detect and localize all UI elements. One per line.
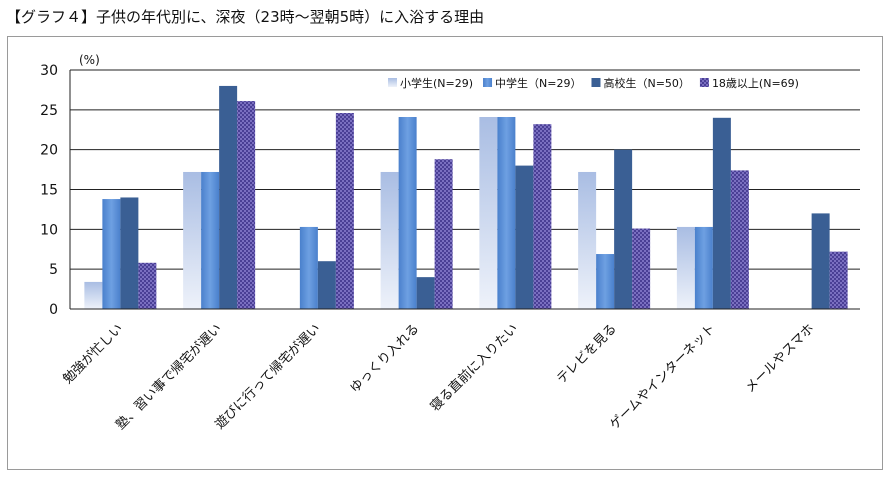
y-tick-label: 30 — [40, 63, 58, 79]
bar-0-6 — [676, 226, 695, 309]
legend-label: 高校生（N=50） — [603, 76, 689, 90]
bar-2-0 — [120, 197, 139, 309]
y-axis-unit: (%) — [79, 53, 100, 67]
bar-1-1 — [201, 171, 220, 309]
bar-2-6 — [712, 117, 731, 309]
bar-3-1 — [237, 101, 256, 309]
bar-3-7 — [829, 251, 848, 309]
x-category-label: 勉強が忙しい — [60, 321, 126, 387]
bar-1-3 — [398, 117, 417, 310]
legend-swatch — [388, 78, 397, 87]
bar-1-4 — [497, 117, 516, 310]
bar-3-3 — [434, 159, 453, 309]
x-category-label: 遊びに行って帰宅が遅い — [212, 321, 324, 433]
bar-2-4 — [515, 165, 534, 309]
legend-label: 18歳以上(N=69) — [712, 77, 799, 90]
bar-0-4 — [479, 117, 498, 310]
bar-0-3 — [380, 171, 399, 309]
bar-1-5 — [596, 254, 615, 309]
bars-layer — [84, 85, 848, 310]
legend-label: 中学生（N=29） — [495, 76, 581, 90]
legend-swatch — [483, 78, 493, 87]
bar-2-5 — [614, 149, 633, 309]
y-tick-label: 10 — [40, 222, 58, 238]
bar-2-1 — [219, 85, 238, 309]
bar-1-6 — [694, 226, 713, 309]
page-title: 【グラフ４】子供の年代別に、深夜（23時〜翌朝5時）に入浴する理由 — [6, 8, 485, 26]
bar-0-0 — [84, 281, 103, 309]
x-category-label: テレビを見る — [554, 321, 620, 387]
y-tick-label: 15 — [40, 183, 58, 199]
bar-0-1 — [183, 171, 202, 309]
bar-1-2 — [299, 226, 318, 309]
legend-swatch — [591, 78, 601, 87]
bar-1-0 — [102, 199, 121, 309]
bar-3-4 — [533, 124, 552, 309]
bar-0-5 — [578, 171, 597, 309]
y-tick-label: 20 — [40, 143, 58, 159]
bar-3-6 — [730, 170, 749, 309]
y-tick-label: 0 — [49, 302, 58, 318]
bar-2-3 — [416, 277, 435, 309]
bar-3-2 — [335, 113, 354, 310]
y-tick-label: 25 — [40, 103, 58, 119]
x-category-label: ゆっくり入れる — [347, 321, 422, 396]
bar-2-2 — [317, 261, 336, 309]
x-category-label: 塾、習い事で帰宅が遅い — [113, 321, 225, 433]
legend-swatch — [699, 78, 709, 87]
bar-3-0 — [138, 262, 157, 309]
bar-2-7 — [811, 213, 830, 309]
x-category-label: ゲームやインターネット — [607, 321, 718, 432]
bar-3-5 — [632, 228, 651, 309]
axis-layer: 0 5 10 15 20 25 30 (%) — [40, 53, 860, 318]
legend: 小学生(N=29) 中学生（N=29） 高校生（N=50） 18歳以上(N=69) — [388, 76, 799, 90]
x-category-label: メールやスマホ — [743, 321, 818, 396]
x-category-label: 寝る直前に入りたい — [427, 321, 521, 415]
y-tick-label: 5 — [49, 262, 58, 278]
legend-label: 小学生(N=29) — [400, 76, 473, 90]
